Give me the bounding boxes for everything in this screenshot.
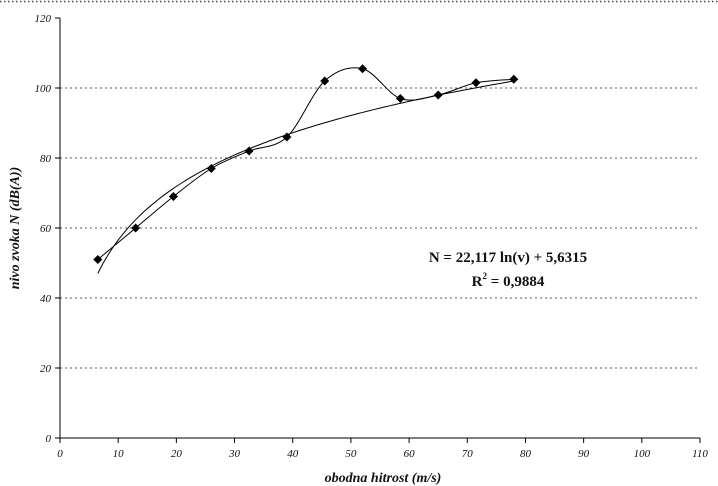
- data-point-marker: [93, 255, 103, 264]
- y-tick-label: 100: [35, 83, 52, 95]
- r-squared-label: R: [472, 274, 483, 290]
- x-tick-label: 90: [578, 448, 590, 460]
- series-line: [97, 67, 514, 260]
- r-squared: R2 = 0,9884: [472, 271, 545, 290]
- gridlines: [60, 87, 700, 369]
- data-point-marker: [168, 192, 178, 201]
- x-tick-label: 40: [287, 448, 299, 460]
- data-point-marker: [433, 90, 443, 100]
- x-tick-label: 0: [57, 448, 63, 460]
- x-tick-label: 80: [520, 448, 532, 460]
- x-tick-label: 110: [692, 448, 708, 460]
- x-tick-label: 10: [113, 448, 125, 460]
- data-point-marker: [358, 64, 368, 74]
- x-tick-label: 60: [404, 448, 416, 460]
- data-point-marker: [282, 132, 292, 142]
- y-tick-group: 0 20 40 60 80 100 120: [35, 13, 60, 445]
- y-tick-label: 0: [46, 433, 52, 445]
- data-point-marker: [509, 74, 519, 84]
- data-point-marker: [320, 76, 330, 86]
- x-tick-label: 20: [171, 448, 183, 460]
- data-point-marker: [131, 223, 141, 233]
- x-tick-label: 70: [462, 448, 474, 460]
- x-tick-label: 100: [634, 448, 651, 460]
- x-axis-title: obodna hitrost (m/s): [325, 471, 442, 486]
- y-axis-title: nivo zvoka N (dB(A)): [8, 167, 23, 290]
- x-tick-label: 50: [345, 448, 357, 460]
- x-tick-group: 0 10 20 30 40 50 60 70 80 90 100 110: [57, 438, 708, 460]
- x-tick-label: 30: [228, 448, 241, 460]
- y-tick-label: 60: [40, 223, 52, 235]
- data-point-marker: [244, 146, 254, 156]
- r-squared-value: = 0,9884: [487, 274, 545, 290]
- y-tick-label: 40: [40, 293, 52, 305]
- trend-equation: N = 22,117 ln(v) + 5,6315: [429, 250, 587, 266]
- trendline: [97, 80, 514, 274]
- r-squared-sup: 2: [483, 271, 488, 281]
- data-point-marker: [471, 78, 481, 88]
- y-tick-label: 20: [40, 363, 52, 375]
- y-tick-label: 120: [35, 13, 52, 25]
- y-tick-label: 80: [40, 153, 52, 165]
- markers: [93, 64, 519, 264]
- data-point-marker: [395, 94, 405, 103]
- data-point-marker: [206, 164, 216, 173]
